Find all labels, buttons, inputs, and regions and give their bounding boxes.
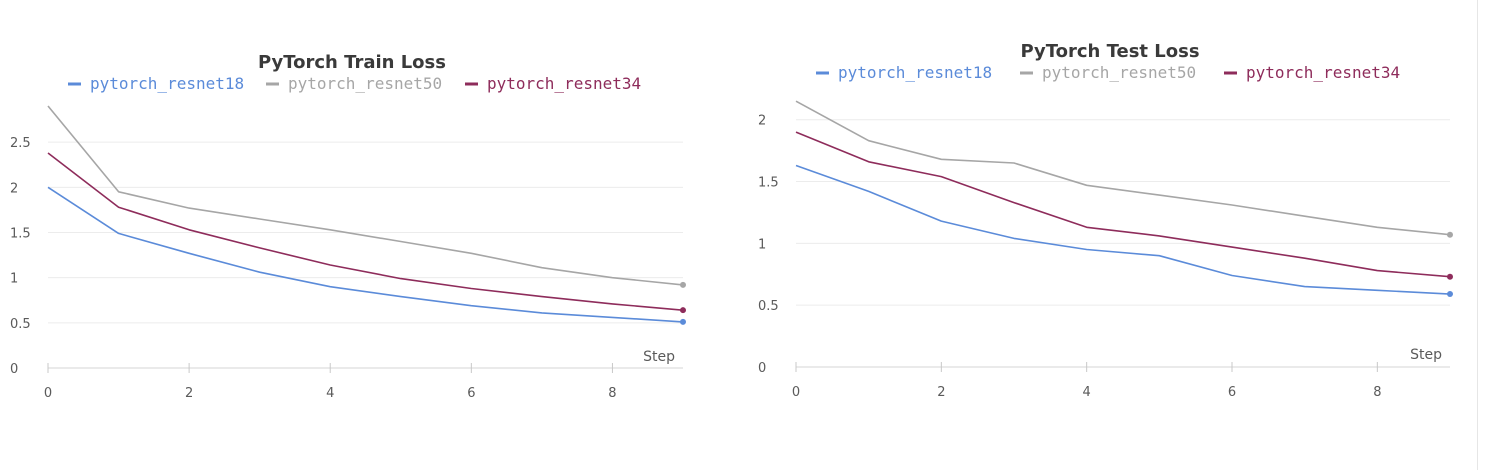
train-y-tick-label: 2 [10,181,18,196]
train-y-tick-label: 0 [10,362,18,377]
train-series-line-pytorch_resnet50[interactable] [47,105,684,286]
scrollbar-track[interactable] [1477,0,1498,470]
train-series-line-pytorch_resnet34[interactable] [47,152,684,311]
test-series-endpoint-pytorch_resnet34[interactable] [1447,273,1453,280]
test-legend-label: pytorch_resnet50 [1042,63,1196,82]
test-y-tick-label: 0 [758,361,766,376]
train-legend-label: pytorch_resnet50 [288,74,442,93]
test-y-tick-label: 2 [758,114,766,129]
train-legend-item-pytorch_resnet34[interactable]: pytorch_resnet34 [465,74,641,93]
train-x-tick-label: 2 [185,386,193,401]
test-x-tick-label: 0 [792,385,800,400]
train-x-tick-label: 4 [326,386,334,401]
test-loss-chart: PyTorch Test Loss pytorch_resnet18 pytorch… [758,41,1453,400]
train-series-endpoint-pytorch_resnet18[interactable] [680,318,686,325]
train-x-axis-label: Step [643,349,675,365]
train-y-tick-label: 1.5 [10,227,31,242]
train-series-endpoint-pytorch_resnet50[interactable] [680,281,686,288]
test-series-endpoint-pytorch_resnet50[interactable] [1447,231,1453,238]
test-x-axis-label: Step [1410,347,1442,363]
train-x-tick-label: 6 [467,386,475,401]
train-y-tick-label: 0.5 [10,317,31,332]
train-legend-item-pytorch_resnet50[interactable]: pytorch_resnet50 [266,74,442,93]
test-legend-item-pytorch_resnet34[interactable]: pytorch_resnet34 [1224,63,1400,82]
train-y-tick-label: 1 [10,272,18,287]
test-y-tick-label: 1 [758,237,766,252]
test-series-line-pytorch_resnet34[interactable] [795,131,1451,278]
train-legend-label: pytorch_resnet18 [90,74,244,93]
train-x-tick-label: 0 [44,386,52,401]
test-x-tick-label: 6 [1228,385,1236,400]
test-y-tick-label: 0.5 [758,299,779,314]
train-loss-panel: PyTorch Train Loss pytorch_resnet18 pytorc… [0,0,745,470]
test-chart-title: PyTorch Test Loss [1020,41,1199,62]
test-x-tick-label: 8 [1373,385,1381,400]
test-x-tick-label: 4 [1083,385,1091,400]
test-series-line-pytorch_resnet18[interactable] [795,164,1451,295]
train-legend-item-pytorch_resnet18[interactable]: pytorch_resnet18 [68,74,244,93]
train-x-tick-label: 8 [608,386,616,401]
train-chart-title: PyTorch Train Loss [258,52,446,73]
train-series-line-pytorch_resnet18[interactable] [47,186,684,323]
train-series-endpoint-pytorch_resnet34[interactable] [680,307,686,314]
test-legend-label: pytorch_resnet34 [1246,63,1400,82]
test-legend-item-pytorch_resnet18[interactable]: pytorch_resnet18 [816,63,992,82]
train-loss-chart: PyTorch Train Loss pytorch_resnet18 pytorc… [10,52,686,401]
train-legend-label: pytorch_resnet34 [487,74,641,93]
test-legend-item-pytorch_resnet50[interactable]: pytorch_resnet50 [1020,63,1196,82]
test-series-line-pytorch_resnet50[interactable] [795,100,1451,236]
test-series-endpoint-pytorch_resnet18[interactable] [1447,291,1453,298]
test-legend-label: pytorch_resnet18 [838,63,992,82]
test-y-tick-label: 1.5 [758,176,779,191]
test-loss-panel: PyTorch Test Loss pytorch_resnet18 pytorch… [748,0,1478,470]
train-y-tick-label: 2.5 [10,136,31,151]
test-x-tick-label: 2 [937,385,945,400]
